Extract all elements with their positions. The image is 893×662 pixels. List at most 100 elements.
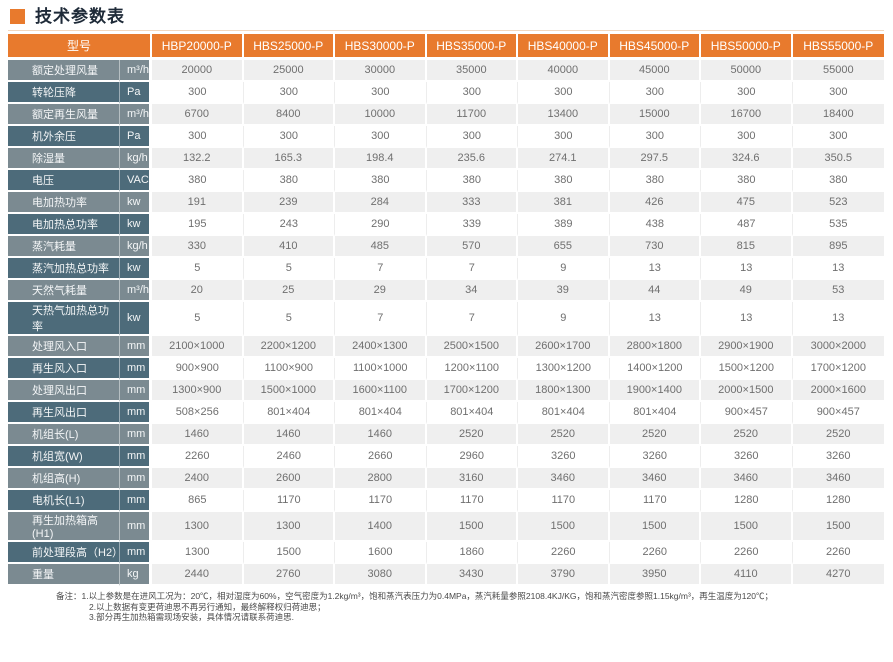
table-row: 电加热总功率 kw 195 243 290 339 389 438 487 535 (8, 214, 885, 236)
param-unit: kg/h (119, 148, 153, 170)
param-label: 除湿量 (8, 148, 119, 170)
table-row: 电压 VAC 380 380 380 380 380 380 380 380 (8, 170, 885, 192)
param-value: 487 (701, 214, 793, 236)
model-column-header: HBS40000-P (518, 34, 610, 60)
param-value: 300 (518, 82, 610, 104)
param-value: 2520 (518, 424, 610, 446)
param-value: 4110 (701, 564, 793, 586)
param-value: 1170 (426, 490, 519, 512)
param-value: 1460 (335, 424, 427, 446)
param-value: 300 (152, 126, 244, 148)
param-value: 300 (609, 82, 702, 104)
model-column-header: HBS30000-P (335, 34, 427, 60)
param-value: 3260 (609, 446, 702, 468)
param-value: 15000 (609, 104, 702, 126)
param-value: 2200×1200 (243, 336, 336, 358)
param-unit: m³/h (119, 104, 153, 126)
param-value: 300 (243, 82, 336, 104)
param-value: 801×404 (426, 402, 519, 424)
param-value: 4270 (792, 564, 885, 586)
param-value: 3460 (792, 468, 885, 490)
param-value: 5 (152, 302, 244, 336)
param-value: 5 (152, 258, 244, 280)
param-unit: mm (119, 490, 153, 512)
param-value: 300 (152, 82, 244, 104)
param-label: 额定再生风量 (8, 104, 119, 126)
table-row: 蒸汽耗量 kg/h 330 410 485 570 655 730 815 895 (8, 236, 885, 258)
param-label: 额定处理风量 (8, 60, 119, 82)
param-value: 13 (609, 258, 702, 280)
param-value: 300 (701, 126, 793, 148)
param-value: 1500 (792, 512, 885, 542)
param-value: 9 (518, 302, 610, 336)
param-value: 297.5 (609, 148, 702, 170)
param-value: 2520 (792, 424, 885, 446)
param-unit: mm (119, 336, 153, 358)
param-value: 55000 (792, 60, 885, 82)
param-value: 350.5 (792, 148, 885, 170)
param-value: 1500 (518, 512, 610, 542)
param-value: 13 (701, 302, 793, 336)
param-value: 475 (701, 192, 793, 214)
param-value: 1170 (335, 490, 427, 512)
param-value: 410 (243, 236, 336, 258)
notes-label: 备注： (56, 591, 82, 601)
param-value: 380 (152, 170, 244, 192)
notes: 备注：1.以上参数是在进风工况为：20℃，相对湿度为60%，空气密度为1.2kg… (56, 591, 884, 623)
param-unit: mm (119, 424, 153, 446)
note-line: 2.以上数据有变更荷迪思不再另行通知，最终解释权归荷迪思； (89, 601, 326, 612)
param-value: 324.6 (701, 148, 793, 170)
param-label: 蒸汽耗量 (8, 236, 119, 258)
table-row: 机外余压 Pa 300 300 300 300 300 300 300 300 (8, 126, 885, 148)
param-value: 801×404 (243, 402, 336, 424)
param-label: 前处理段高（H2） (8, 542, 123, 564)
param-label: 重量 (8, 564, 119, 586)
param-value: 243 (243, 214, 336, 236)
param-value: 801×404 (518, 402, 610, 424)
table-row: 再生风出口 mm 508×256 801×404 801×404 801×404 801×4… (8, 402, 885, 424)
param-value: 1400 (335, 512, 427, 542)
param-value: 45000 (609, 60, 702, 82)
param-label: 机外余压 (8, 126, 119, 148)
table-row: 机组高(H) mm 2400 2600 2800 3160 3460 3460 3460 3460 (8, 468, 885, 490)
param-unit: mm (119, 380, 153, 402)
param-value: 29 (335, 280, 427, 302)
param-label: 再生风入口 (8, 358, 119, 380)
param-value: 1860 (426, 542, 519, 564)
param-value: 1300 (152, 512, 244, 542)
param-value: 16700 (701, 104, 793, 126)
param-value: 3460 (518, 468, 610, 490)
model-column-header: HBS35000-P (426, 34, 519, 60)
title-divider (8, 30, 884, 31)
param-value: 2260 (518, 542, 610, 564)
param-label: 再生风出口 (8, 402, 119, 424)
param-value: 198.4 (335, 148, 427, 170)
param-value: 2520 (701, 424, 793, 446)
param-value: 2400 (152, 468, 244, 490)
param-value: 655 (518, 236, 610, 258)
param-label: 处理风入口 (8, 336, 119, 358)
param-value: 2520 (426, 424, 519, 446)
param-value: 10000 (335, 104, 427, 126)
param-value: 5 (243, 302, 336, 336)
param-value: 290 (335, 214, 427, 236)
param-value: 730 (609, 236, 702, 258)
param-value: 1300 (152, 542, 244, 564)
technical-parameters-page: 技术参数表 型号 HBP20000-P HBS25000-P HBS30000-P HB… (8, 8, 885, 623)
param-value: 900×457 (701, 402, 793, 424)
param-unit: mm (119, 446, 153, 468)
param-value: 300 (335, 82, 427, 104)
param-value: 3790 (518, 564, 610, 586)
param-value: 1460 (152, 424, 244, 446)
param-unit: kw (119, 192, 153, 214)
table-row: 蒸汽加热总功率 kw 5 5 7 7 9 13 13 13 (8, 258, 885, 280)
param-value: 191 (152, 192, 244, 214)
param-value: 35000 (426, 60, 519, 82)
model-column-header: HBS55000-P (792, 34, 885, 60)
param-label: 天热气加热总功率 (8, 302, 119, 336)
param-value: 3000×2000 (792, 336, 885, 358)
param-value: 1100×1000 (335, 358, 427, 380)
param-value: 2500×1500 (426, 336, 519, 358)
param-value: 300 (426, 82, 519, 104)
param-value: 1500 (243, 542, 336, 564)
